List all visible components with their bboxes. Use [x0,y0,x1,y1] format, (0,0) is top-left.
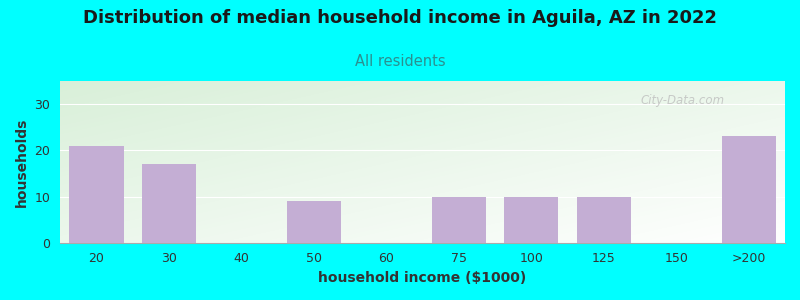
Bar [504,196,558,243]
Bar [142,164,196,243]
Bar [286,201,341,243]
Bar [70,146,123,243]
Text: All residents: All residents [354,54,446,69]
Bar [577,196,631,243]
Y-axis label: households: households [15,117,29,206]
Text: City-Data.com: City-Data.com [640,94,724,107]
Bar [432,196,486,243]
X-axis label: household income ($1000): household income ($1000) [318,271,526,285]
Bar [722,136,776,243]
Text: Distribution of median household income in Aguila, AZ in 2022: Distribution of median household income … [83,9,717,27]
